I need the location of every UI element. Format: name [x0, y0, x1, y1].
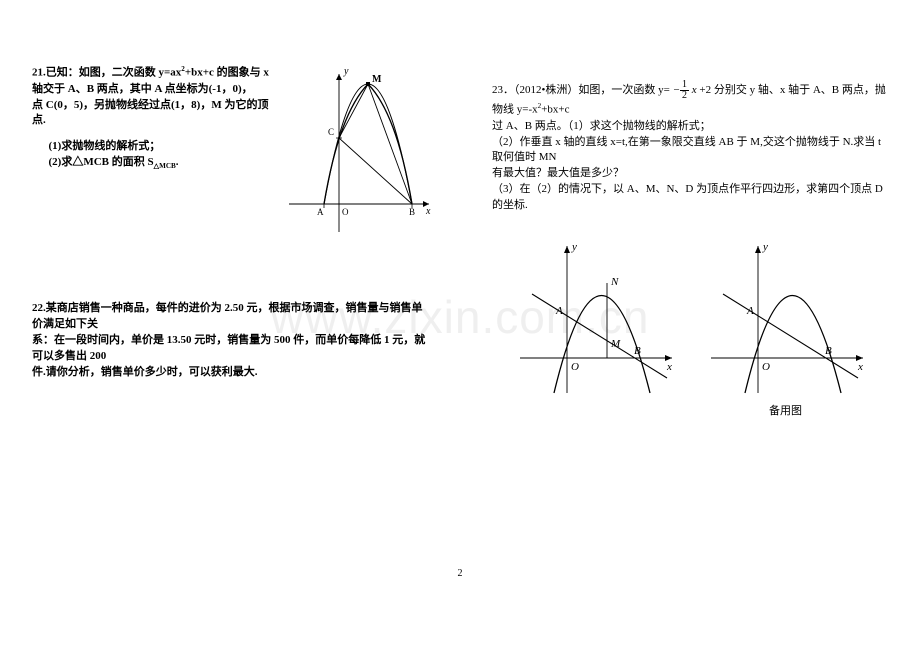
p23-line2: 过 A、B 两点。（1）求这个抛物线的解析式； — [492, 119, 888, 135]
p21-fig-label-M: M — [372, 74, 382, 85]
svg-text:x: x — [857, 361, 863, 373]
p23-fig-caption: 备用图 — [703, 402, 868, 418]
p21-q2-sub: △MCB — [154, 163, 176, 171]
problem-21: 21.已知：如图，二次函数 y=ax2+bx+c 的图象与 x 轴交于 A、B … — [32, 64, 428, 239]
svg-text:A: A — [746, 305, 754, 317]
p23-stem-a: （2012•株洲）如图，一次函数 y= — [514, 84, 673, 96]
p23-label: 23． — [492, 84, 514, 96]
p21-q1: (1)求抛物线的解析式； — [32, 139, 278, 155]
p23-frac-den: 2 — [680, 91, 689, 101]
p21-q2-a: (2)求△MCB 的面积 S — [49, 156, 154, 168]
svg-text:B: B — [825, 345, 832, 357]
svg-text:N: N — [610, 276, 619, 288]
p21-fig-label-O: O — [342, 207, 349, 217]
svg-text:O: O — [571, 361, 579, 373]
p21-fig-label-B: B — [409, 207, 415, 217]
p21-stem-a: 已知：如图，二次函数 y=ax — [46, 67, 182, 79]
svg-text:O: O — [762, 361, 770, 373]
p22-label: 22. — [32, 302, 46, 314]
p23-figure-2-wrap: y x A B O 备用图 — [703, 238, 868, 418]
p22-line3: 件.请你分析，销售单价多少时，可以获利最大. — [32, 365, 428, 381]
svg-text:y: y — [762, 241, 768, 253]
p23-figure-row: y x A B O M N — [492, 238, 888, 418]
problem-22: 22.某商店销售一种商品，每件的进价为 2.50 元，根据市场调查，销售量与销售… — [32, 301, 428, 381]
p21-fig-label-y: y — [343, 66, 349, 77]
p21-fig-label-x: x — [425, 206, 431, 217]
p23-figure-1: y x A B O M N — [512, 238, 677, 398]
p21-fig-label-C: C — [328, 127, 334, 137]
p23-line4: 有最大值？最大值是多少？ — [492, 166, 888, 182]
svg-text:y: y — [571, 241, 577, 253]
p23-frac: 12 — [680, 80, 689, 101]
p22-line1: 某商店销售一种商品，每件的进价为 2.50 元，根据市场调查，销售量与销售单价满… — [32, 302, 423, 330]
p21-q2-b: . — [176, 156, 179, 168]
p23-figure-2: y x A B O — [703, 238, 868, 398]
p23-frac-sign: − — [673, 84, 680, 96]
p23-stem-c: +bx+c — [541, 104, 569, 116]
svg-text:B: B — [634, 345, 641, 357]
svg-text:M: M — [610, 338, 621, 350]
p21-label: 21. — [32, 67, 46, 79]
svg-text:x: x — [666, 361, 672, 373]
p23-line3: （2）作垂直 x 轴的直线 x=t,在第一象限交直线 AB 于 M,交这个抛物线… — [492, 135, 888, 167]
p22-line2: 系：在一段时间内，单价是 13.50 元时，销售量为 500 件，而单价每降低 … — [32, 333, 428, 365]
page-number: 2 — [458, 568, 463, 579]
p23-line5: （3）在（2）的情况下，以 A、M、N、D 为顶点作平行四边形，求第四个顶点 D… — [492, 182, 888, 214]
problem-23: 23．（2012•株洲）如图，一次函数 y= −12 x +2 分别交 y 轴、… — [492, 80, 888, 418]
p21-line2: 点 C(0，5)，另抛物线经过点(1，8)，M 为它的顶点. — [32, 98, 278, 130]
svg-text:A: A — [555, 305, 563, 317]
p21-fig-label-A: A — [317, 207, 324, 217]
p21-figure: M y x C A B O — [278, 64, 428, 239]
